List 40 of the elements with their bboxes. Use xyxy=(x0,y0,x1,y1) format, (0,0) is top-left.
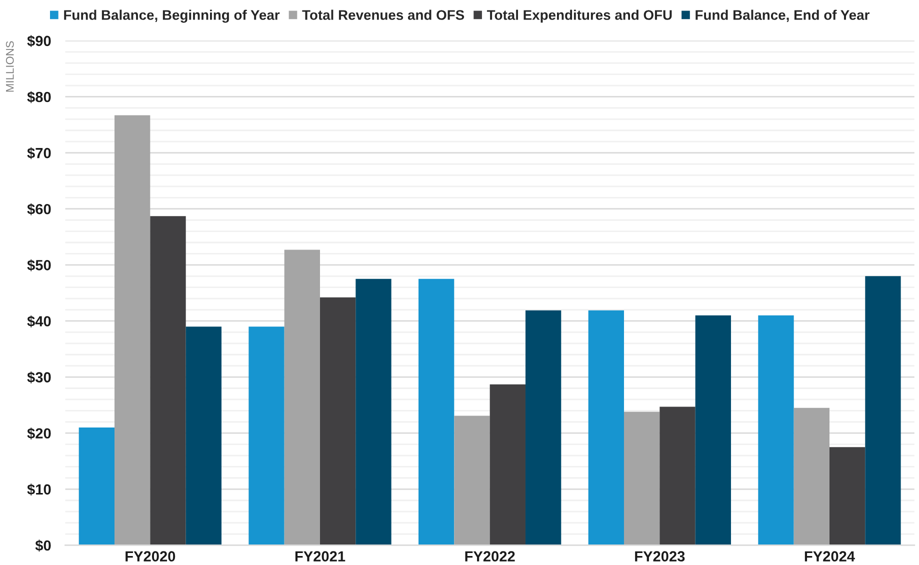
bar xyxy=(829,447,866,546)
y-tick-label: $40 xyxy=(27,315,51,328)
bar xyxy=(490,384,526,546)
x-tick-label: FY2024 xyxy=(804,551,855,562)
y-tick-label: $70 xyxy=(27,147,51,160)
bar xyxy=(114,115,150,546)
bar xyxy=(758,315,794,546)
bar xyxy=(150,216,186,546)
x-tick-label: FY2021 xyxy=(295,551,346,562)
y-tick-label: $10 xyxy=(27,484,51,496)
bar xyxy=(695,315,731,546)
y-axis-title: MILLIONS xyxy=(6,41,14,92)
bar xyxy=(624,412,660,546)
legend-label: Total Revenues and OFS xyxy=(302,10,464,20)
x-tick-label: FY2023 xyxy=(635,551,685,562)
y-tick-label: $50 xyxy=(27,259,51,272)
legend-label: Fund Balance, End of Year xyxy=(696,10,870,22)
bar xyxy=(525,310,562,546)
y-tick-label: $30 xyxy=(27,372,51,384)
legend-label: Fund Balance, Beginning of Year xyxy=(64,10,280,23)
y-tick-label: $80 xyxy=(27,91,51,104)
bar xyxy=(356,278,392,546)
x-tick-label: FY2020 xyxy=(126,551,176,562)
x-tick-label: FY2022 xyxy=(465,551,515,562)
y-tick-label: $90 xyxy=(27,35,51,48)
bar xyxy=(588,310,624,546)
y-tick-label: $0 xyxy=(35,540,51,552)
y-tick-label: $20 xyxy=(27,428,51,440)
bar xyxy=(78,428,114,546)
y-tick-label: $60 xyxy=(27,203,51,216)
bar xyxy=(418,278,454,546)
bar xyxy=(248,326,284,546)
bar xyxy=(186,326,222,546)
legend-label: Total Expenditures and OFU xyxy=(486,10,672,23)
bar xyxy=(284,250,320,546)
bar xyxy=(454,416,490,546)
bar xyxy=(794,408,830,546)
bar xyxy=(865,276,901,546)
bar xyxy=(660,406,696,546)
bar xyxy=(320,297,356,546)
